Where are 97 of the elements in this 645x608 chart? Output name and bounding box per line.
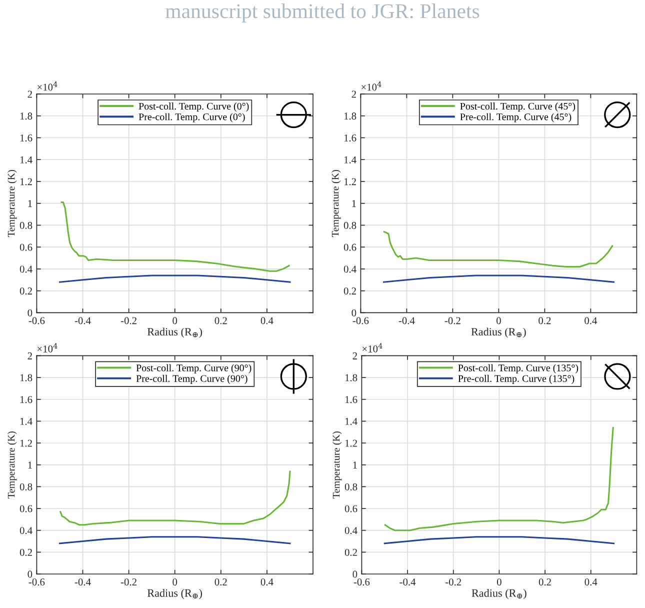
text: ×10$^{4}$: [38, 343, 58, 352]
line-series: [58, 274, 291, 283]
y-tick-label: 0: [28, 570, 32, 578]
y-tick-label: 1.2: [344, 178, 356, 186]
y-tick-label: 0: [28, 309, 32, 316]
y-tick-label: 0.8: [20, 222, 32, 229]
y-tick-label: 1: [28, 200, 32, 207]
y-tick-label: 1.6: [20, 134, 32, 142]
legend-label: Pre-coll. Temp. Curve (135°): [458, 374, 574, 384]
y-tick-label: 2: [28, 90, 32, 98]
y-tick-label: 0.6: [20, 505, 32, 512]
line-series: [58, 536, 291, 544]
x-tick-label: 0.2: [214, 317, 227, 324]
y-tick-label: 1.2: [20, 178, 32, 186]
y-tick-label: 0.4: [20, 266, 32, 273]
x-tick-label: -0.4: [74, 578, 91, 586]
y-tick-label: 1.8: [344, 112, 356, 120]
x-tick-label: -0.2: [120, 317, 136, 324]
y-tick-label: 1.8: [20, 112, 32, 120]
text: ×10$^{4}$: [362, 81, 382, 91]
x-tick-label: -0.6: [28, 317, 45, 324]
legend-label: Post-coll. Temp. Curve (90°): [136, 364, 252, 374]
x-tick-label: 0.2: [214, 578, 227, 586]
y-axis-title: Temperature (K): [332, 170, 341, 238]
x-tick-label: 0.4: [584, 578, 598, 586]
x-axis-title: Radius (R$_{⊕}$): [147, 589, 202, 600]
x-tick-label: -0.2: [446, 578, 462, 586]
legend-label: Pre-coll. Temp. Curve (0°): [138, 113, 245, 122]
x-tick-label: 0.2: [538, 317, 551, 324]
legend-label: Post-coll. Temp. Curve (135°): [458, 364, 578, 374]
y-tick-label: 0.8: [344, 222, 356, 229]
y-tick-label: 0.6: [344, 244, 356, 251]
x-tick-label: 0: [172, 578, 178, 586]
y-tick-label: 1.8: [345, 374, 358, 382]
x-tick-label: -0.6: [354, 578, 370, 586]
legend-label: Pre-coll. Temp. Curve (45°): [460, 113, 572, 122]
y-tick-label: 0.2: [20, 548, 32, 556]
x-tick-label: 0.4: [584, 317, 598, 324]
x-tick-label: 0: [496, 578, 502, 586]
y-tick-label: 0.2: [344, 288, 356, 295]
x-tick-label: -0.6: [28, 578, 45, 586]
y-tick-label: 1: [353, 462, 357, 468]
line-series: [384, 426, 614, 532]
y-tick-label: 0.4: [344, 527, 358, 534]
y-tick-label: 1.2: [345, 440, 357, 447]
y-tick-label: 2: [352, 352, 357, 360]
y-tick-label: 1.4: [344, 156, 356, 164]
line-series: [384, 536, 615, 544]
y-tick-label: 1.2: [20, 440, 32, 447]
y-tick-label: 0.8: [344, 483, 358, 490]
y-tick-label: 1.4: [20, 156, 32, 164]
y-tick-label: 1.6: [344, 134, 356, 142]
y-tick-label: 0.8: [20, 483, 32, 490]
y-tick-label: 0.4: [20, 527, 32, 534]
y-tick-label: 0.6: [344, 505, 358, 512]
y-axis-title: Temperature (K): [8, 431, 17, 499]
x-axis-title: Radius (R$_{⊕}$): [147, 328, 202, 338]
y-tick-label: 0.4: [344, 266, 356, 273]
y-tick-label: 0: [352, 309, 356, 316]
y-tick-label: 1.6: [345, 396, 358, 404]
text: manuscript submitted to JGR: Planets: [166, 4, 480, 22]
legend-label: Pre-coll. Temp. Curve (90°): [136, 374, 248, 384]
y-tick-label: 0.2: [344, 548, 357, 556]
y-tick-label: 1.8: [20, 374, 32, 382]
y-tick-label: 1.6: [20, 396, 32, 404]
line-series: [383, 231, 614, 268]
x-tick-label: -0.4: [74, 317, 91, 324]
y-tick-label: 2: [28, 352, 32, 360]
y-tick-label: 0.6: [20, 244, 32, 251]
text: ×10$^{4}$: [362, 343, 382, 352]
x-tick-label: -0.6: [352, 317, 369, 324]
y-axis-title: Temperature (K): [332, 431, 342, 499]
x-tick-label: 0.4: [260, 578, 274, 586]
y-tick-label: 0: [352, 570, 358, 578]
x-tick-label: 0.4: [260, 317, 274, 324]
x-tick-label: 0: [172, 317, 178, 324]
y-tick-label: 2: [352, 90, 356, 98]
legend-label: Post-coll. Temp. Curve (45°): [460, 102, 576, 112]
y-tick-label: 0.2: [20, 288, 32, 295]
y-tick-label: 1: [352, 200, 356, 207]
y-tick-label: 1.4: [345, 418, 358, 425]
line-series: [382, 274, 614, 283]
x-tick-label: -0.4: [400, 578, 416, 586]
y-tick-label: 1: [28, 462, 32, 468]
y-axis-title: Temperature (K): [8, 170, 17, 238]
x-tick-label: -0.4: [398, 317, 415, 324]
x-tick-label: -0.2: [444, 317, 460, 324]
x-axis-title: Radius (R$_{⊕}$): [471, 328, 526, 338]
line-series: [60, 470, 291, 526]
legend-label: Post-coll. Temp. Curve (0°): [138, 102, 249, 112]
y-tick-label: 1.4: [20, 418, 32, 425]
x-tick-label: 0.2: [538, 578, 551, 586]
line-series: [60, 201, 290, 272]
x-axis-title: Radius (R$_{⊕}$): [472, 589, 526, 600]
x-tick-label: 0: [496, 317, 501, 324]
x-tick-label: -0.2: [120, 578, 136, 586]
text: ×10$^{4}$: [38, 81, 58, 91]
